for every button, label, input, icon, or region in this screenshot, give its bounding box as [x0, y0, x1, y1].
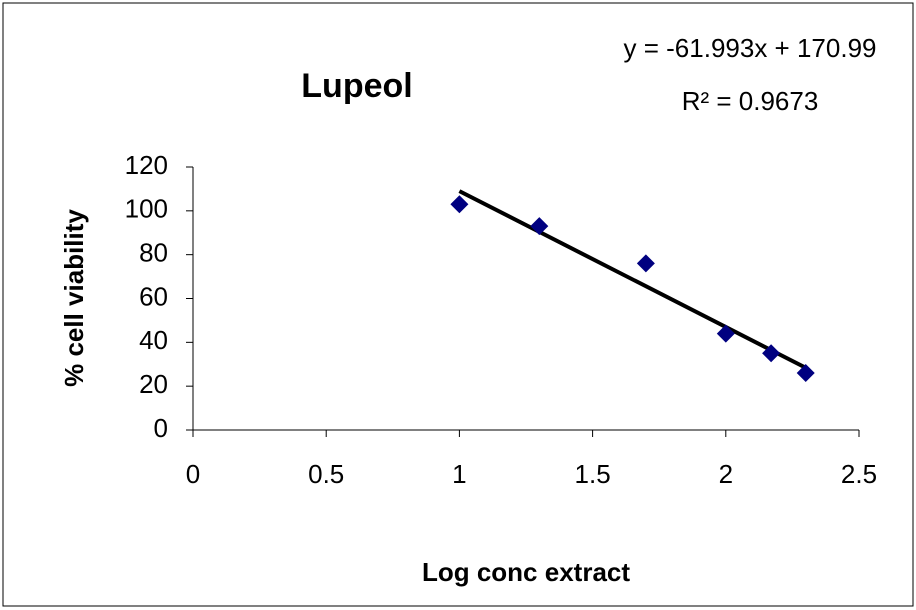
y-tick-label: 40 [139, 325, 168, 355]
y-axis-label: % cell viability [59, 209, 89, 387]
x-tick-label: 2 [719, 459, 733, 489]
data-point [636, 254, 655, 273]
x-tick-label: 1 [452, 459, 466, 489]
data-point [530, 217, 549, 236]
x-axis-label: Log conc extract [422, 557, 630, 587]
y-tick-label: 0 [154, 413, 168, 443]
data-point [716, 324, 735, 343]
y-tick-label: 100 [125, 194, 168, 224]
trendline-equation: y = -61.993x + 170.99 [624, 33, 877, 63]
trendline [458, 189, 807, 370]
data-point [762, 344, 781, 363]
data-point [796, 364, 815, 383]
x-tick-label: 1.5 [575, 459, 611, 489]
chart-title: Lupeol [301, 67, 412, 105]
y-tick-label: 80 [139, 238, 168, 268]
y-tick-label: 20 [139, 369, 168, 399]
x-tick-label: 0.5 [308, 459, 344, 489]
y-tick-label: 120 [125, 150, 168, 180]
x-tick-label: 2.5 [841, 459, 877, 489]
r-squared: R² = 0.9673 [682, 86, 819, 116]
y-tick-label: 60 [139, 281, 168, 311]
data-point [450, 195, 469, 214]
x-tick-label: 0 [186, 459, 200, 489]
